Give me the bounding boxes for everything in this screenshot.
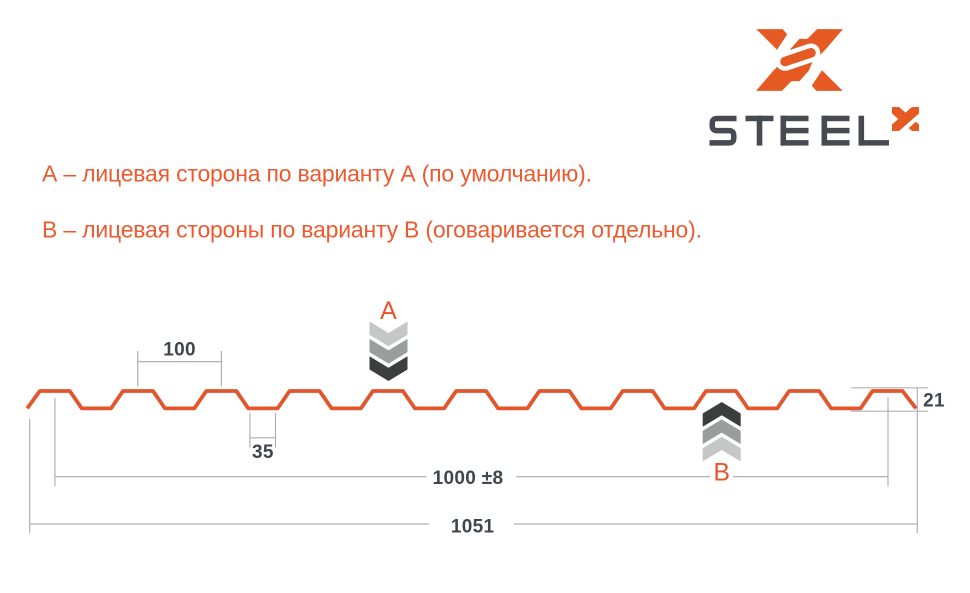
svg-text:В: В — [713, 459, 730, 487]
svg-text:100: 100 — [163, 340, 196, 361]
svg-text:1000 ±8: 1000 ±8 — [433, 468, 504, 489]
svg-text:В – лицевая стороны по вариант: В – лицевая стороны по варианту В (огова… — [42, 216, 702, 242]
svg-text:А: А — [380, 297, 397, 325]
svg-text:35: 35 — [252, 442, 274, 463]
svg-text:1051: 1051 — [451, 517, 495, 538]
svg-text:А – лицевая сторона по вариант: А – лицевая сторона по варианту А (по ум… — [42, 160, 592, 186]
svg-text:21: 21 — [923, 390, 945, 411]
